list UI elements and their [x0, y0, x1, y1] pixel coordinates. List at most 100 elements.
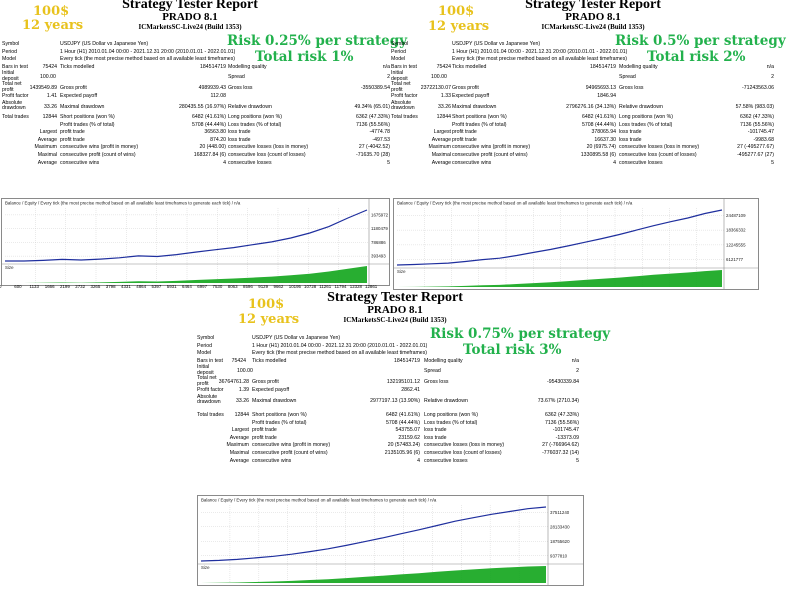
total-risk: Total risk 1%: [255, 49, 354, 65]
y-tick-label: 24487109: [726, 213, 746, 218]
row-largest: Largest profit trade 543755.07 loss trade -1…: [197, 427, 579, 435]
label: profit trade: [252, 434, 277, 441]
y-tick-label: 12245555: [726, 242, 746, 247]
label: Short positions (won %): [452, 113, 507, 120]
row-avgconsec: Average consecutive wins 4 consecutive loss…: [2, 160, 390, 168]
value: -95430339.84: [546, 379, 579, 386]
row-profittrades: Profit trades (% of total) 5708 (44.44%) L…: [197, 420, 579, 428]
volume-area: [201, 566, 546, 583]
label: Average: [431, 159, 451, 166]
y-tick-label: 1675972: [371, 212, 389, 217]
x-tick-label: 10195: [288, 284, 301, 289]
y-tick-label: 1180479: [371, 226, 388, 231]
value: 5: [771, 159, 774, 166]
label: Expected payoff: [252, 387, 290, 394]
row-netprofit: Total net profit 1439549.89 Gross profit 49…: [2, 82, 390, 93]
x-tick-label: 5931: [166, 284, 177, 289]
balance-line: [5, 209, 368, 262]
label: Profit trades (% of total): [452, 121, 507, 128]
value: -495277.67 (27): [737, 151, 774, 158]
label: Maximal drawdown: [252, 397, 297, 404]
label: Maximal: [229, 449, 249, 456]
row-dd: Absolute drawdown 33.26 Maximal drawdown 28…: [2, 99, 390, 112]
label: consecutive wins: [452, 159, 492, 166]
value: 73.67% (2710.34): [537, 397, 579, 404]
label: Gross profit: [60, 85, 87, 92]
stats-table: Symbol USDJPY (US Dollar vs Japanese Yen)…: [2, 41, 390, 167]
row-model: Model Every tick (the most precise method…: [2, 56, 390, 64]
x-tick-label: 8063: [227, 284, 238, 289]
row-largest: Largest profit trade 36563.80 loss trade -47…: [2, 129, 390, 137]
label: Modelling quality: [619, 63, 658, 70]
value: 36563.80: [204, 129, 226, 136]
label: Profit factor: [197, 387, 224, 394]
server-name: ICMarketsSC-Live24 (Build 1353): [138, 23, 242, 31]
value: USDJPY (US Dollar vs Japanese Yen): [252, 335, 341, 341]
row-trades: Total trades 12844 Short positions (won %)…: [197, 412, 579, 420]
y-tick-label: 393493: [371, 254, 386, 259]
label: Initial deposit: [391, 70, 408, 82]
label: Symbol: [2, 41, 20, 47]
label: Average: [37, 136, 57, 143]
label: Largest: [433, 129, 451, 136]
x-tick-label: 6464: [182, 284, 192, 289]
value: -4774.78: [369, 129, 390, 136]
chart-caption: Balance / Equity / Every tick (the most …: [397, 201, 633, 206]
volume-area: [397, 270, 722, 287]
value: 2862.41: [401, 387, 420, 394]
label: Relative drawdown: [228, 103, 272, 110]
value: 100.00: [431, 74, 447, 81]
label: Absolute drawdown: [2, 99, 26, 112]
label: Total trades: [391, 113, 418, 120]
label: Model: [197, 350, 212, 357]
badge-amount: 100$: [438, 4, 475, 19]
row-pf: Profit factor 1.39 Expected payoff 2862.41: [197, 387, 579, 395]
label: consecutive profit (count of wins): [252, 449, 328, 456]
label: Gross loss: [619, 85, 644, 92]
row-symbol: Symbol USDJPY (US Dollar vs Japanese Yen): [197, 335, 579, 343]
label: consecutive losses (loss in money): [619, 144, 700, 151]
report-panel-1: 100$ 12 years Strategy Tester Report PRA…: [0, 0, 407, 290]
label: profit trade: [60, 136, 85, 143]
balance-chart: Balance / Equity / Every tick (the most …: [1, 198, 390, 286]
label: Total trades: [2, 113, 29, 120]
value: 1.41: [46, 93, 57, 100]
ea-name: PRADO 8.1: [367, 304, 423, 316]
label: consecutive wins (profit in money): [252, 442, 331, 449]
x-tick-label: 9129: [258, 284, 269, 289]
x-tick-label: 1133: [29, 284, 39, 289]
stats-table: Symbol USDJPY (US Dollar vs Japanese Yen)…: [391, 41, 774, 167]
label: Expected payoff: [452, 93, 490, 100]
size-label: Size: [5, 265, 14, 270]
row-avgconsec: Average consecutive wins 4 consecutive loss…: [197, 458, 579, 466]
value: 4: [223, 159, 226, 166]
value: 7136 (55.56%): [739, 121, 774, 128]
x-tick-label: 4331: [121, 284, 131, 289]
value: 33.26: [236, 397, 249, 404]
value: 27 (-4042.52): [358, 144, 390, 151]
label: Long positions (won %): [619, 113, 673, 120]
y-tick-label: 28133430: [550, 524, 570, 529]
value: -71243563.06: [741, 85, 774, 92]
value: 12844: [234, 411, 249, 418]
value: Every tick (the most precise method base…: [252, 350, 428, 357]
value: 5: [576, 457, 579, 464]
value: 27 (-495277.67): [737, 144, 774, 151]
x-tick-label: 2732: [75, 284, 86, 289]
row-symbol: Symbol USDJPY (US Dollar vs Japanese Yen): [391, 41, 774, 49]
label: consecutive profit (count of wins): [452, 151, 528, 158]
row-dd: Absolute drawdown 33.26 Maximal drawdown 27…: [391, 99, 774, 112]
chart-caption: Balance / Equity / Every tick (the most …: [5, 201, 241, 206]
label: consecutive loss (count of losses): [228, 151, 306, 158]
x-tick-label: 3265: [90, 284, 101, 289]
label: Absolute drawdown: [391, 99, 415, 112]
label: Spread: [619, 74, 636, 81]
label: Largest: [39, 129, 57, 136]
x-tick-label: 6997: [197, 284, 208, 289]
label: Expected payoff: [60, 93, 98, 100]
label: loss trade: [424, 427, 447, 434]
value: 2796276.16 (34.13%): [566, 103, 616, 110]
label: loss trade: [619, 136, 642, 143]
value: 184514719: [200, 63, 226, 70]
y-tick-label: 18366332: [726, 228, 746, 233]
